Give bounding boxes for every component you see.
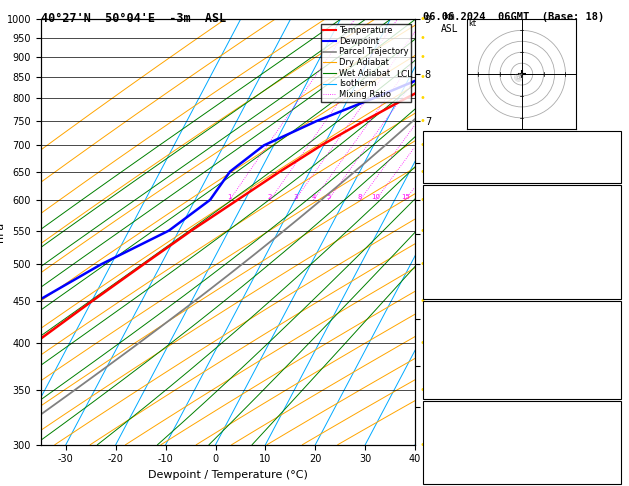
Text: •: • (420, 93, 426, 103)
Text: •: • (420, 226, 426, 236)
Text: Most Unstable: Most Unstable (484, 305, 560, 315)
Text: StmSpd (kt): StmSpd (kt) (428, 469, 493, 479)
Text: 3: 3 (293, 194, 298, 200)
Text: CAPE (J): CAPE (J) (428, 269, 475, 279)
Text: •: • (420, 195, 426, 205)
Text: SREH: SREH (428, 437, 451, 447)
Text: •: • (420, 440, 426, 450)
Text: 0: 0 (610, 369, 616, 379)
Text: 14.2: 14.2 (593, 221, 616, 231)
Text: 15: 15 (401, 194, 409, 200)
Text: K: K (428, 136, 433, 146)
Text: θᵉ (K): θᵉ (K) (428, 337, 463, 347)
Text: LCL: LCL (396, 70, 413, 79)
Text: EH: EH (428, 421, 440, 431)
Text: •: • (420, 140, 426, 151)
Text: CIN (J): CIN (J) (428, 385, 469, 395)
Text: 0: 0 (610, 269, 616, 279)
Text: •: • (420, 296, 426, 307)
Text: 325: 325 (598, 337, 616, 347)
Text: 90°: 90° (598, 453, 616, 463)
Text: Dewp (°C): Dewp (°C) (428, 221, 481, 231)
Text: Hodograph: Hodograph (495, 405, 548, 415)
Text: Pressure (mb): Pressure (mb) (428, 321, 504, 331)
Text: Surface: Surface (501, 189, 542, 199)
Text: Lifted Index: Lifted Index (428, 253, 498, 263)
Text: •: • (420, 72, 426, 82)
Text: θᵉ(K): θᵉ(K) (428, 237, 457, 247)
Text: kt: kt (468, 19, 476, 28)
Text: CIN (J): CIN (J) (428, 285, 469, 295)
Text: © weatheronline.co.uk: © weatheronline.co.uk (423, 471, 535, 480)
Text: 1.57: 1.57 (593, 168, 616, 178)
Text: •: • (420, 116, 426, 126)
Text: -4: -4 (604, 437, 616, 447)
Y-axis label: km
ASL: km ASL (434, 223, 455, 241)
Legend: Temperature, Dewpoint, Parcel Trajectory, Dry Adiabat, Wet Adiabat, Isotherm, Mi: Temperature, Dewpoint, Parcel Trajectory… (321, 24, 411, 102)
Text: 0: 0 (610, 285, 616, 295)
Text: km
ASL: km ASL (441, 12, 459, 34)
Text: 325: 325 (598, 237, 616, 247)
Text: 2: 2 (268, 194, 272, 200)
Text: 5: 5 (610, 253, 616, 263)
Text: Lifted Index: Lifted Index (428, 353, 498, 363)
Text: •: • (420, 33, 426, 43)
Text: •: • (420, 15, 426, 24)
Text: CAPE (J): CAPE (J) (428, 369, 475, 379)
Text: 35: 35 (604, 152, 616, 162)
Y-axis label: hPa: hPa (0, 222, 5, 242)
Text: 1012: 1012 (593, 321, 616, 331)
Text: •: • (420, 338, 426, 348)
Text: Totals Totals: Totals Totals (428, 152, 504, 162)
Text: Temp (°C): Temp (°C) (428, 205, 481, 215)
Text: 0: 0 (610, 385, 616, 395)
Text: 1: 1 (228, 194, 232, 200)
Text: 8: 8 (358, 194, 362, 200)
Text: 0: 0 (610, 469, 616, 479)
Text: 5: 5 (610, 353, 616, 363)
Text: 23.7: 23.7 (593, 205, 616, 215)
Text: 10: 10 (371, 194, 381, 200)
Text: 5: 5 (326, 194, 330, 200)
X-axis label: Dewpoint / Temperature (°C): Dewpoint / Temperature (°C) (148, 470, 308, 480)
Text: 4: 4 (311, 194, 316, 200)
Text: 06.06.2024  06GMT  (Base: 18): 06.06.2024 06GMT (Base: 18) (423, 12, 604, 22)
Text: •: • (420, 167, 426, 176)
Text: -5: -5 (604, 421, 616, 431)
Text: •: • (420, 52, 426, 62)
Text: StmDir: StmDir (428, 453, 463, 463)
Text: -3: -3 (604, 136, 616, 146)
Text: •: • (420, 259, 426, 269)
Text: 40°27'N  50°04'E  -3m  ASL: 40°27'N 50°04'E -3m ASL (41, 12, 226, 25)
Text: •: • (420, 385, 426, 395)
Text: PW (cm): PW (cm) (428, 168, 469, 178)
